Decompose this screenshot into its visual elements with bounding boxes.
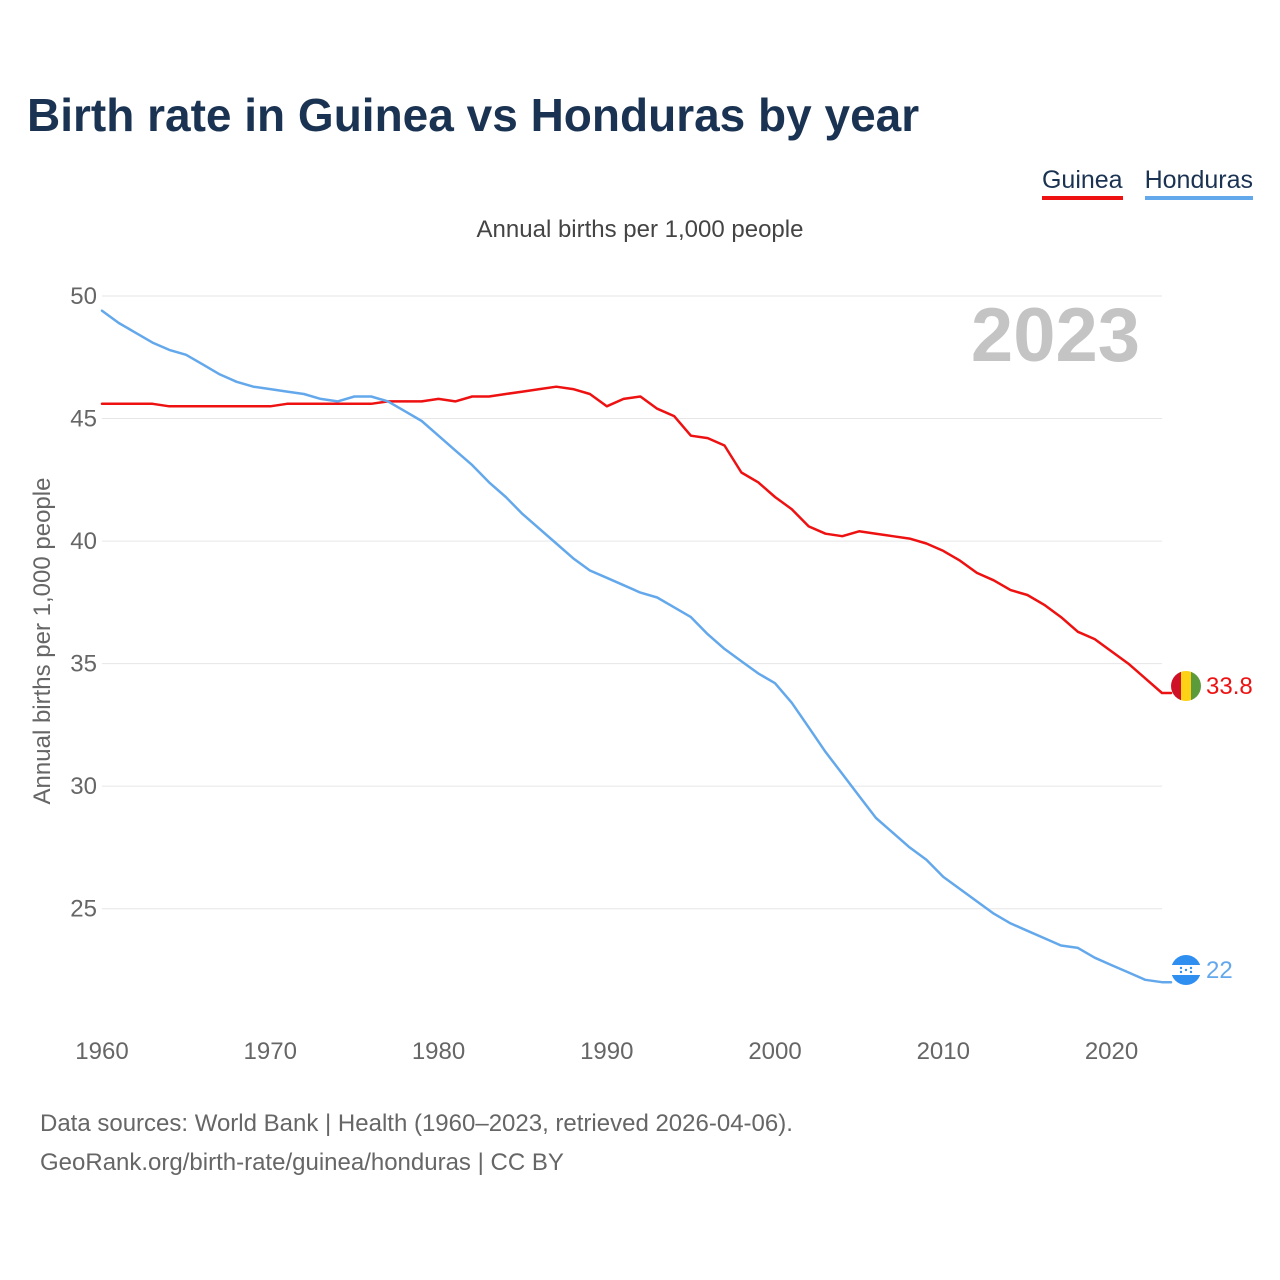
y-axis-label: Annual births per 1,000 people: [29, 478, 56, 805]
x-tick-label-1960: 1960: [75, 1038, 128, 1065]
legend-item-guinea[interactable]: Guinea: [1041, 166, 1123, 200]
series-line-guinea: [100, 385, 1173, 695]
x-tick-label-1980: 1980: [412, 1038, 465, 1065]
y-tick-label-45: 45: [70, 406, 97, 433]
honduras-flag-icon: [1171, 955, 1201, 985]
line-chart: 25 30 35 40 45 50 1960 1970 1980 1990 2000 2010 202…: [29, 283, 1253, 1065]
footer: Data sources: World Bank | Health (1960–…: [40, 1104, 793, 1182]
y-tick-label-40: 40: [70, 528, 97, 555]
x-tick-label-2010: 2010: [917, 1038, 970, 1065]
x-tick-label-2020: 2020: [1085, 1038, 1138, 1065]
series-line-honduras: [100, 309, 1173, 984]
x-tick-label-2000: 2000: [748, 1038, 801, 1065]
page-title: Birth rate in Guinea vs Honduras by year: [27, 89, 920, 141]
x-tick-label-1990: 1990: [580, 1038, 633, 1065]
end-value-label-honduras: 22: [1206, 957, 1233, 984]
y-tick-label-25: 25: [70, 896, 97, 923]
y-tick-label-30: 30: [70, 773, 97, 800]
data-source-note: Data sources: World Bank | Health (1960–…: [40, 1110, 793, 1137]
legend-item-honduras[interactable]: Honduras: [1144, 166, 1253, 200]
chart-subtitle: Annual births per 1,000 people: [476, 216, 804, 243]
y-tick-label-50: 50: [70, 283, 97, 310]
year-badge: 2023: [971, 293, 1140, 378]
chart-legend: Guinea Honduras: [1041, 166, 1253, 200]
end-value-label-guinea: 33.8: [1206, 673, 1253, 700]
source-link[interactable]: GeoRank.org/birth-rate/guinea/honduras |…: [40, 1149, 564, 1176]
x-tick-label-1970: 1970: [244, 1038, 297, 1065]
y-tick-label-35: 35: [70, 651, 97, 678]
guinea-flag-icon: [1171, 671, 1201, 701]
